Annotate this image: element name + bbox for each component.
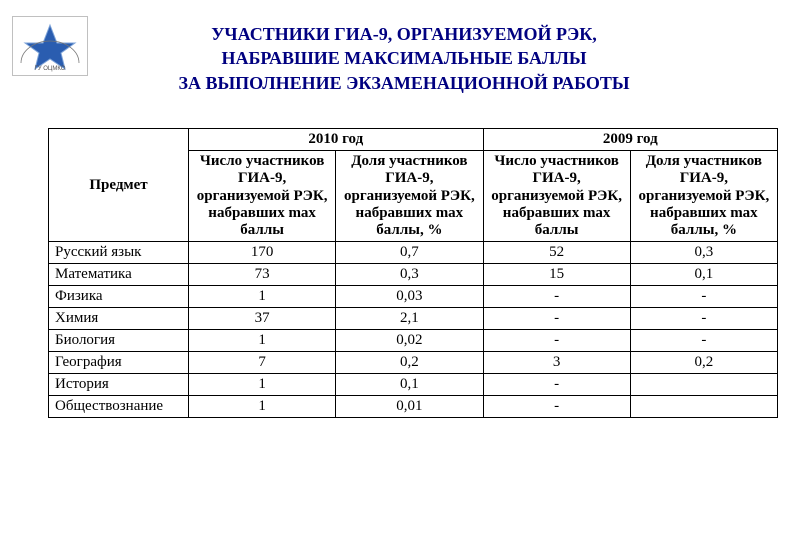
cell-p2009 <box>630 374 777 396</box>
cell-c2010: 170 <box>189 242 336 264</box>
cell-c2009: - <box>483 286 630 308</box>
cell-c2010: 1 <box>189 396 336 418</box>
header-subject: Предмет <box>49 129 189 242</box>
title-line-3: ЗА ВЫПОЛНЕНИЕ ЭКЗАМЕНАЦИОННОЙ РАБОТЫ <box>0 71 808 95</box>
cell-p2009: 0,1 <box>630 264 777 286</box>
header-year-2010: 2010 год <box>189 129 484 151</box>
header-year-2009: 2009 год <box>483 129 778 151</box>
table-body: Русский язык1700,7520,3Математика730,315… <box>49 242 778 418</box>
header-count-2009: Число участников ГИА-9, организуемой РЭК… <box>483 151 630 242</box>
table-header-row-years: Предмет 2010 год 2009 год <box>49 129 778 151</box>
table-row: Химия372,1-- <box>49 308 778 330</box>
cell-subject: Физика <box>49 286 189 308</box>
cell-c2009: 15 <box>483 264 630 286</box>
page-title: УЧАСТНИКИ ГИА-9, ОРГАНИЗУЕМОЙ РЭК, НАБРА… <box>0 22 808 95</box>
cell-p2009: - <box>630 308 777 330</box>
table-row: Русский язык1700,7520,3 <box>49 242 778 264</box>
table-row: Физика10,03-- <box>49 286 778 308</box>
cell-p2010: 0,7 <box>336 242 483 264</box>
page: ГУ ОЦМКО УЧАСТНИКИ ГИА-9, ОРГАНИЗУЕМОЙ Р… <box>0 0 808 540</box>
cell-c2009: - <box>483 396 630 418</box>
cell-p2010: 0,01 <box>336 396 483 418</box>
cell-c2010: 73 <box>189 264 336 286</box>
header-count-2010: Число участников ГИА-9, организуемой РЭК… <box>189 151 336 242</box>
cell-p2010: 0,1 <box>336 374 483 396</box>
title-line-2: НАБРАВШИЕ МАКСИМАЛЬНЫЕ БАЛЛЫ <box>0 46 808 70</box>
cell-c2010: 7 <box>189 352 336 374</box>
table-row: Биология10,02-- <box>49 330 778 352</box>
table-head: Предмет 2010 год 2009 год Число участник… <box>49 129 778 242</box>
cell-subject: Русский язык <box>49 242 189 264</box>
cell-p2009: 0,2 <box>630 352 777 374</box>
cell-subject: География <box>49 352 189 374</box>
cell-p2009: - <box>630 330 777 352</box>
cell-c2010: 1 <box>189 374 336 396</box>
title-line-1: УЧАСТНИКИ ГИА-9, ОРГАНИЗУЕМОЙ РЭК, <box>0 22 808 46</box>
cell-c2010: 1 <box>189 286 336 308</box>
cell-c2010: 1 <box>189 330 336 352</box>
cell-p2010: 0,02 <box>336 330 483 352</box>
cell-p2009 <box>630 396 777 418</box>
table-row: Математика730,3150,1 <box>49 264 778 286</box>
cell-c2009: - <box>483 374 630 396</box>
cell-subject: Математика <box>49 264 189 286</box>
cell-p2010: 0,3 <box>336 264 483 286</box>
cell-c2009: - <box>483 330 630 352</box>
cell-p2010: 2,1 <box>336 308 483 330</box>
header-share-2010: Доля участников ГИА-9, организуемой РЭК,… <box>336 151 483 242</box>
table-row: География70,230,2 <box>49 352 778 374</box>
data-table: Предмет 2010 год 2009 год Число участник… <box>48 128 778 418</box>
cell-c2009: 52 <box>483 242 630 264</box>
cell-subject: Химия <box>49 308 189 330</box>
table-row: История10,1- <box>49 374 778 396</box>
cell-subject: Обществознание <box>49 396 189 418</box>
cell-c2010: 37 <box>189 308 336 330</box>
data-table-container: Предмет 2010 год 2009 год Число участник… <box>48 128 778 418</box>
cell-p2010: 0,2 <box>336 352 483 374</box>
table-row: Обществознание10,01- <box>49 396 778 418</box>
cell-subject: Биология <box>49 330 189 352</box>
cell-subject: История <box>49 374 189 396</box>
cell-c2009: - <box>483 308 630 330</box>
cell-p2009: - <box>630 286 777 308</box>
header-share-2009: Доля участников ГИА-9, организуемой РЭК,… <box>630 151 777 242</box>
cell-p2009: 0,3 <box>630 242 777 264</box>
cell-c2009: 3 <box>483 352 630 374</box>
cell-p2010: 0,03 <box>336 286 483 308</box>
